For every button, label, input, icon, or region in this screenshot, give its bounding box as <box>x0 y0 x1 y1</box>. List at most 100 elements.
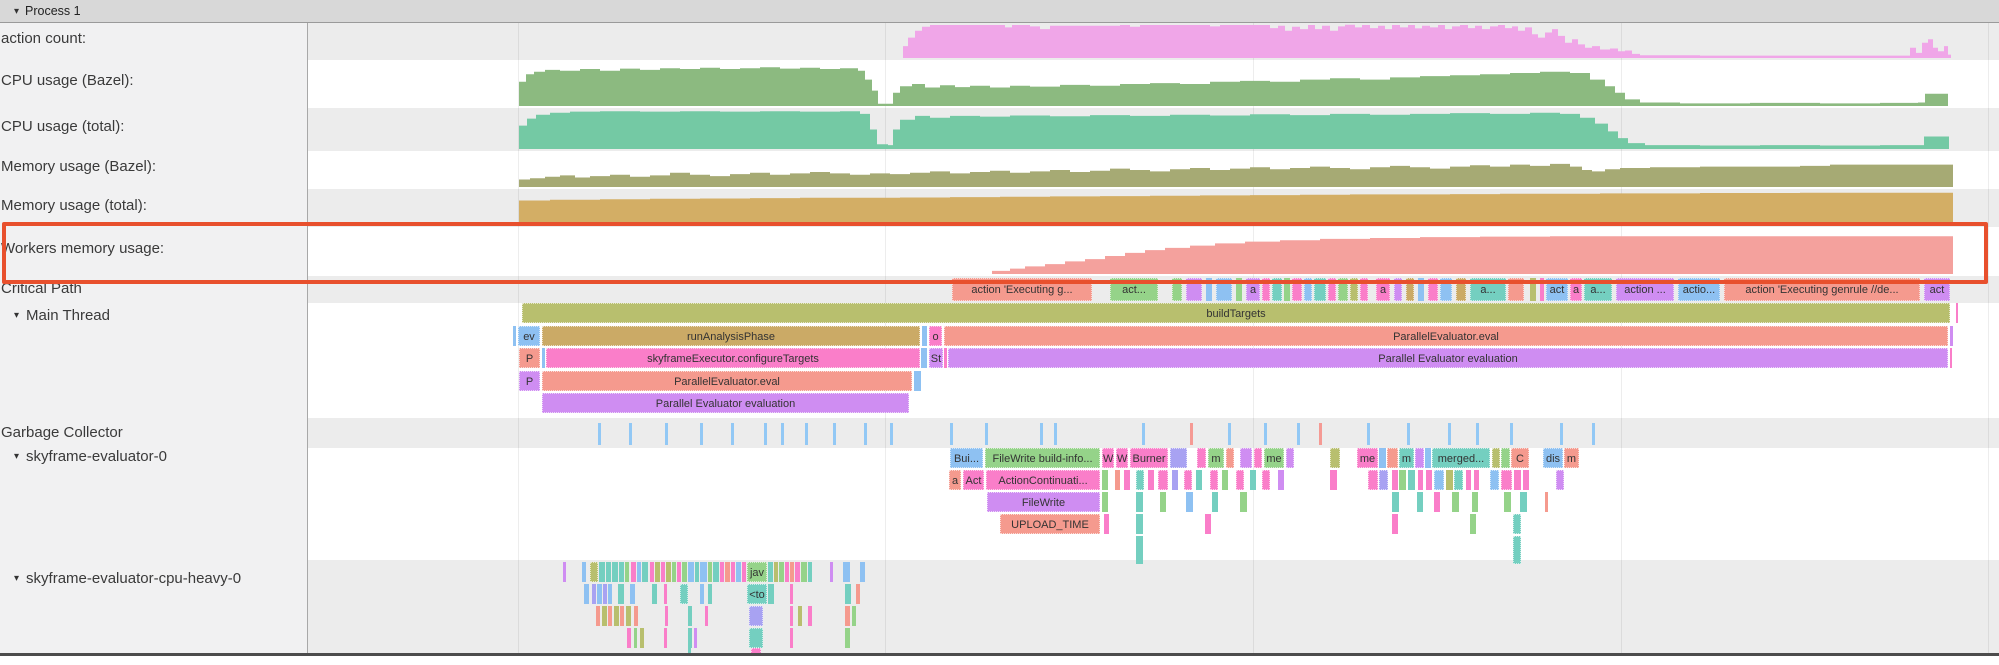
skyframe-evaluator-0-slice[interactable] <box>1148 470 1154 490</box>
skyframe-evaluator-0-slice[interactable] <box>1136 536 1143 564</box>
gc-tick-slice[interactable] <box>1448 423 1451 445</box>
skyframe-evaluator-cpu-heavy-0-slice[interactable] <box>790 584 793 604</box>
skyframe-evaluator-0-slice[interactable] <box>1454 470 1463 490</box>
skyframe-evaluator-0-slice[interactable] <box>1115 470 1120 490</box>
skyframe-evaluator-cpu-heavy-0-slice[interactable] <box>637 562 641 582</box>
critical-path-slice[interactable] <box>1236 278 1242 301</box>
skyframe-evaluator-0-slice[interactable] <box>1490 470 1499 490</box>
skyframe-evaluator-cpu-heavy-0-slice[interactable] <box>618 584 624 604</box>
action-count-chart[interactable] <box>0 24 1999 58</box>
gc-tick-slice[interactable] <box>985 423 988 445</box>
critical-path-slice[interactable]: action 'Executing genrule //de... <box>1724 278 1920 301</box>
skyframe-evaluator-cpu-heavy-0-slice[interactable] <box>642 562 648 582</box>
skyframe-evaluator-cpu-heavy-0-slice[interactable] <box>612 562 618 582</box>
skyframe-evaluator-0-slice[interactable]: dis <box>1543 448 1563 468</box>
main-thread-slice[interactable] <box>944 348 947 368</box>
skyframe-evaluator-0-slice[interactable] <box>1434 492 1440 512</box>
main-thread-slice[interactable] <box>1950 348 1952 368</box>
skyframe-evaluator-cpu-heavy-0-slice[interactable] <box>808 606 812 626</box>
skyframe-evaluator-0-slice[interactable] <box>1472 492 1478 512</box>
skyframe-evaluator-0-slice[interactable] <box>1240 448 1252 468</box>
main-thread-slice[interactable]: skyframeExecutor.configureTargets <box>546 348 920 368</box>
skyframe-evaluator-0-slice[interactable]: me <box>1357 448 1378 468</box>
skyframe-evaluator-0-slice[interactable] <box>1184 470 1192 490</box>
skyframe-evaluator-cpu-heavy-0-slice[interactable] <box>795 562 800 582</box>
skyframe-evaluator-0-slice[interactable] <box>1513 536 1521 564</box>
gc-tick-slice[interactable] <box>731 423 734 445</box>
skyframe-evaluator-0-slice[interactable] <box>1426 470 1432 490</box>
skyframe-evaluator-0-slice[interactable] <box>1205 514 1211 534</box>
skyframe-evaluator-cpu-heavy-0-slice[interactable] <box>688 606 692 626</box>
skyframe-evaluator-0-slice[interactable] <box>1513 514 1521 534</box>
critical-path-slice[interactable] <box>1540 278 1544 301</box>
skyframe-evaluator-0-slice[interactable]: W <box>1102 448 1114 468</box>
skyframe-evaluator-cpu-heavy-0-slice[interactable] <box>749 628 763 648</box>
critical-path-slice[interactable]: action ... <box>1616 278 1674 301</box>
main-thread-slice[interactable] <box>513 326 516 346</box>
gc-tick-slice[interactable] <box>1510 423 1513 445</box>
skyframe-evaluator-0-slice[interactable] <box>1240 492 1247 512</box>
skyframe-evaluator-0-slice[interactable] <box>1278 470 1284 490</box>
gc-tick-slice[interactable] <box>598 423 601 445</box>
skyframe-evaluator-cpu-heavy-0-slice[interactable] <box>785 562 789 582</box>
critical-path-slice[interactable] <box>1530 278 1536 301</box>
skyframe-evaluator-0-slice[interactable] <box>1474 470 1479 490</box>
gc-tick-slice[interactable] <box>1367 423 1370 445</box>
skyframe-evaluator-cpu-heavy-0-slice[interactable] <box>584 584 589 604</box>
skyframe-evaluator-cpu-heavy-0-slice[interactable] <box>631 562 636 582</box>
skyframe-evaluator-0-slice[interactable]: merged... <box>1432 448 1490 468</box>
critical-path-slice[interactable] <box>1440 278 1452 301</box>
skyframe-evaluator-0-slice[interactable] <box>1392 492 1399 512</box>
cpu-usage-total-chart[interactable] <box>0 110 1999 149</box>
skyframe-evaluator-0-slice[interactable] <box>1492 448 1500 468</box>
skyframe-evaluator-0-slice[interactable]: FileWrite build-info... <box>985 448 1100 468</box>
skyframe-evaluator-cpu-heavy-0-slice[interactable] <box>677 562 681 582</box>
skyframe-evaluator-0-slice[interactable] <box>1254 448 1262 468</box>
gc-tick-slice[interactable] <box>1040 423 1043 445</box>
skyframe-evaluator-cpu-heavy-0-slice[interactable] <box>749 606 763 626</box>
skyframe-evaluator-cpu-heavy-0-slice[interactable] <box>801 562 807 582</box>
critical-path-slice[interactable] <box>1350 278 1358 301</box>
skyframe-evaluator-0-slice[interactable] <box>1545 492 1548 512</box>
skyframe-evaluator-0-slice[interactable] <box>1392 470 1398 490</box>
critical-path-slice[interactable]: a <box>1246 278 1260 301</box>
skyframe-evaluator-0-slice[interactable] <box>1212 492 1218 512</box>
skyframe-evaluator-cpu-heavy-0-slice[interactable] <box>592 584 596 604</box>
skyframe-evaluator-0-slice[interactable] <box>1102 492 1108 512</box>
skyframe-evaluator-cpu-heavy-0-slice[interactable] <box>694 628 697 648</box>
critical-path-slice[interactable]: action 'Executing g... <box>952 278 1092 301</box>
critical-path-slice[interactable] <box>1394 278 1402 301</box>
skyframe-evaluator-cpu-heavy-0-slice[interactable] <box>708 562 712 582</box>
gc-tick-slice[interactable] <box>781 423 784 445</box>
skyframe-evaluator-0-slice[interactable] <box>1262 470 1270 490</box>
skyframe-evaluator-cpu-heavy-0-slice[interactable] <box>590 562 598 582</box>
critical-path-slice[interactable]: a... <box>1584 278 1612 301</box>
skyframe-evaluator-cpu-heavy-0-slice[interactable] <box>608 584 612 604</box>
skyframe-evaluator-cpu-heavy-0-slice[interactable] <box>597 584 602 604</box>
skyframe-evaluator-0-slice[interactable] <box>1170 448 1187 468</box>
skyframe-evaluator-0-slice[interactable] <box>1504 492 1511 512</box>
critical-path-slice[interactable]: act <box>1546 278 1568 301</box>
skyframe-evaluator-cpu-heavy-0-slice[interactable] <box>627 628 631 648</box>
main-thread-slice[interactable]: buildTargets <box>522 303 1950 323</box>
critical-path-slice[interactable] <box>1284 278 1290 301</box>
skyframe-evaluator-0-slice[interactable] <box>1104 514 1109 534</box>
collapse-triangle-icon[interactable]: ▾ <box>14 450 20 462</box>
gc-tick-slice[interactable] <box>1142 423 1145 445</box>
skyframe-evaluator-0-slice[interactable] <box>1186 492 1193 512</box>
critical-path-slice[interactable]: actio... <box>1678 278 1720 301</box>
skyframe-evaluator-0-slice[interactable] <box>1452 492 1459 512</box>
skyframe-evaluator-0-slice[interactable] <box>1556 470 1564 490</box>
skyframe-evaluator-cpu-heavy-0-slice[interactable] <box>652 584 657 604</box>
skyframe-evaluator-cpu-heavy-0-slice[interactable] <box>602 606 607 626</box>
skyframe-evaluator-cpu-heavy-0-slice[interactable] <box>708 584 712 604</box>
skyframe-evaluator-cpu-heavy-0-slice[interactable] <box>655 562 660 582</box>
skyframe-evaluator-cpu-heavy-0-slice[interactable] <box>619 562 624 582</box>
skyframe-evaluator-0-slice[interactable]: a <box>949 470 961 490</box>
collapse-triangle-icon[interactable]: ▾ <box>14 572 20 584</box>
skyframe-evaluator-0-slice[interactable] <box>1158 470 1168 490</box>
skyframe-evaluator-0-slice[interactable]: me <box>1264 448 1284 468</box>
gc-tick-slice[interactable] <box>833 423 836 445</box>
collapse-triangle-icon[interactable]: ▾ <box>14 5 20 17</box>
critical-path-slice[interactable] <box>1172 278 1182 301</box>
